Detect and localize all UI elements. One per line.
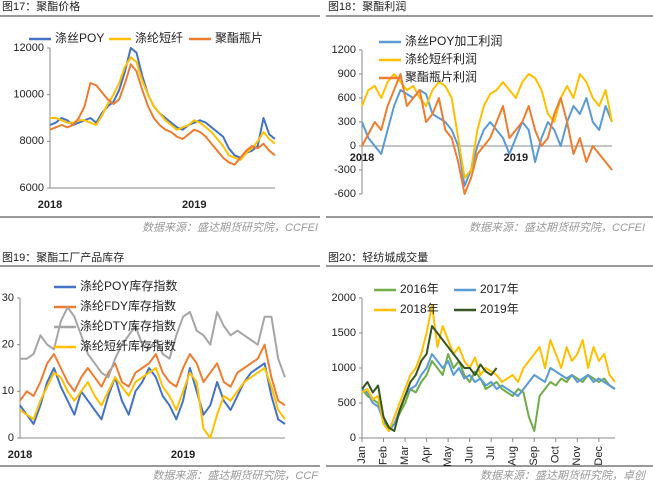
x-tick-label: Sep (528, 446, 540, 466)
series-line (361, 73, 613, 195)
x-tick-label: Jun (464, 446, 476, 464)
y-tick-label: 300 (338, 116, 356, 128)
y-tick-label: -300 (334, 164, 356, 176)
series-line (50, 56, 276, 161)
series-line (19, 367, 286, 439)
legend-label: 2016年 (400, 282, 439, 296)
legend-label: 聚酯瓶片 (215, 31, 263, 45)
legend-label: 涤丝POY (55, 31, 104, 45)
y-tick-label: 12000 (13, 42, 44, 54)
x-tick-label: Mar (399, 446, 411, 465)
legend-label: 涤丝POY加工利润 (405, 34, 502, 48)
x-tick-label: 2019 (171, 449, 195, 461)
x-tick-label: 2019 (504, 152, 528, 164)
x-tick-label: 2018 (38, 199, 62, 211)
y-tick-label: 6000 (20, 182, 44, 194)
y-tick-label: 0 (350, 432, 356, 444)
y-tick-label: 600 (338, 92, 356, 104)
y-tick-label: -600 (334, 188, 356, 200)
source-note: 数据来源：盛达期货研究院，CCFEI (469, 221, 645, 234)
legend-label: 涤纶FDY库存指数 (80, 298, 176, 313)
source-note: 数据来源：盛达期货研究院，CCF (152, 469, 319, 482)
series-line (49, 63, 276, 166)
y-tick-label: 2000 (332, 292, 356, 304)
chart-title: 图19：聚酯工厂产品库存 (2, 250, 124, 264)
y-tick-label: 20 (2, 339, 14, 351)
x-tick-label: Oct (550, 446, 562, 463)
x-tick-label: 2018 (8, 449, 32, 461)
y-tick-label: 30 (2, 292, 14, 304)
legend-label: 涤纶DTY库存指数 (80, 318, 176, 333)
source-note: 数据来源：盛达期货研究院，卓创 (480, 469, 647, 482)
y-tick-label: 0 (350, 140, 356, 152)
y-tick-label: 8000 (20, 135, 44, 147)
y-tick-label: 10 (2, 385, 14, 397)
legend-label: 涤纶POY库存指数 (80, 278, 177, 293)
y-tick-label: 10000 (13, 89, 44, 101)
y-tick-label: 500 (338, 397, 356, 409)
x-tick-label: Feb (377, 446, 389, 465)
y-tick-label: 0 (8, 432, 14, 444)
x-tick-label: 2018 (350, 152, 374, 164)
y-tick-label: 1500 (332, 327, 356, 339)
series-line (361, 353, 616, 432)
chart-title: 图18：聚酯利润 (328, 0, 406, 13)
series-line (361, 353, 616, 432)
y-tick-label: 900 (338, 68, 356, 80)
legend-label: 聚酯瓶片利润 (405, 70, 477, 84)
legend-label: 涤纶短纤利润 (405, 52, 477, 66)
chart-title: 图17：聚酯价格 (2, 0, 80, 13)
x-tick-label: Apr (421, 446, 433, 463)
source-note: 数据来源：盛达期货研究院，CCFEI (142, 221, 318, 234)
x-tick-label: May (442, 446, 454, 467)
legend-label: 涤纶短纤库存指数 (80, 338, 176, 353)
legend-label: 2017年 (480, 282, 519, 296)
legend-label: 2018年 (400, 302, 439, 316)
x-tick-label: Aug (507, 446, 519, 466)
x-tick-label: Jul (485, 446, 497, 460)
series-line (361, 304, 616, 432)
x-tick-label: 2019 (182, 199, 206, 211)
series-line (361, 89, 613, 187)
series-line (19, 362, 286, 425)
x-tick-label: Jan (356, 446, 368, 464)
y-tick-label: 1200 (332, 44, 356, 56)
legend-label: 涤纶短纤 (135, 31, 183, 45)
series-line (20, 306, 286, 379)
legend-label: 2019年 (480, 302, 519, 316)
y-tick-label: 1000 (332, 362, 356, 374)
series-line (361, 325, 498, 432)
x-tick-label: Nov (571, 446, 583, 466)
series-line (19, 343, 286, 407)
series-line (49, 47, 276, 159)
chart-title: 图20：轻纺城成交量 (328, 250, 428, 264)
x-tick-label: Dec (593, 446, 605, 466)
